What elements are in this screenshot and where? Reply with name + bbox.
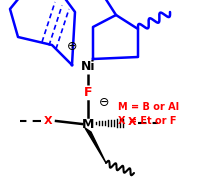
Text: F: F [84, 87, 92, 99]
Text: X: X [128, 117, 136, 127]
Text: ⊖: ⊖ [99, 97, 109, 109]
Text: X: X [44, 116, 52, 126]
Text: M: M [82, 119, 94, 132]
Polygon shape [85, 128, 106, 163]
Text: ⊕: ⊕ [67, 40, 77, 53]
Text: Ni: Ni [81, 60, 95, 74]
Text: X = Et or F: X = Et or F [118, 116, 177, 126]
Text: M = B or Al: M = B or Al [118, 102, 179, 112]
